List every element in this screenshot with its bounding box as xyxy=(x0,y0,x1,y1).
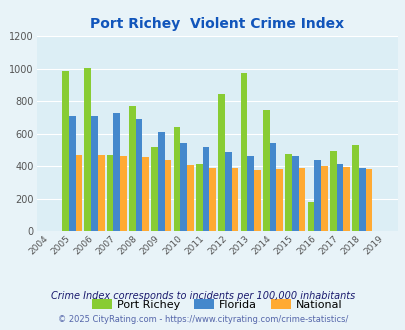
Bar xyxy=(75,155,82,231)
Bar xyxy=(187,165,193,231)
Bar xyxy=(313,160,320,231)
Bar xyxy=(269,143,276,231)
Bar xyxy=(342,167,349,231)
Bar xyxy=(231,168,238,231)
Bar xyxy=(158,132,164,231)
Bar xyxy=(107,155,113,231)
Bar xyxy=(291,155,298,231)
Bar xyxy=(209,168,215,231)
Bar xyxy=(84,68,91,231)
Bar xyxy=(329,151,336,231)
Bar xyxy=(180,143,187,231)
Title: Port Richey  Violent Crime Index: Port Richey Violent Crime Index xyxy=(90,17,343,31)
Bar xyxy=(262,110,269,231)
Bar xyxy=(142,157,149,231)
Bar xyxy=(307,202,313,231)
Legend: Port Richey, Florida, National: Port Richey, Florida, National xyxy=(87,295,346,314)
Bar xyxy=(351,145,358,231)
Bar xyxy=(247,156,254,231)
Bar xyxy=(91,116,98,231)
Bar xyxy=(358,168,364,231)
Bar xyxy=(336,164,342,231)
Bar xyxy=(285,154,291,231)
Bar xyxy=(164,160,171,231)
Bar xyxy=(364,169,371,231)
Bar xyxy=(62,71,69,231)
Bar xyxy=(320,166,327,231)
Bar xyxy=(254,170,260,231)
Bar xyxy=(202,147,209,231)
Bar xyxy=(196,164,202,231)
Bar xyxy=(224,152,231,231)
Bar xyxy=(218,94,224,231)
Text: Crime Index corresponds to incidents per 100,000 inhabitants: Crime Index corresponds to incidents per… xyxy=(51,291,354,301)
Bar xyxy=(240,73,247,231)
Bar xyxy=(120,155,126,231)
Bar xyxy=(298,168,305,231)
Bar xyxy=(135,119,142,231)
Bar xyxy=(151,147,158,231)
Bar xyxy=(129,106,135,231)
Text: © 2025 CityRating.com - https://www.cityrating.com/crime-statistics/: © 2025 CityRating.com - https://www.city… xyxy=(58,315,347,324)
Bar xyxy=(276,169,282,231)
Bar xyxy=(173,127,180,231)
Bar xyxy=(69,116,75,231)
Bar xyxy=(113,113,120,231)
Bar xyxy=(98,155,104,231)
